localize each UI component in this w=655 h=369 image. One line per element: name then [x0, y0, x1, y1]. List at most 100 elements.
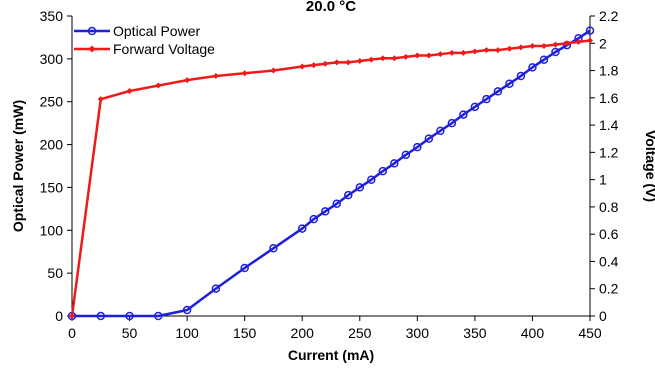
- legend-label-forward-voltage: Forward Voltage: [113, 41, 215, 57]
- y-left-tick-label: 50: [47, 265, 63, 281]
- y-left-tick-label: 100: [40, 222, 64, 238]
- data-point-forward-voltage: [241, 70, 248, 77]
- y-left-axis-label: Optical Power (mW): [10, 100, 26, 232]
- x-tick-label: 100: [175, 325, 199, 341]
- data-point-forward-voltage: [333, 59, 340, 66]
- data-point-optical-power: [297, 224, 307, 233]
- data-point-optical-power: [459, 110, 468, 119]
- data-point-forward-voltage: [529, 43, 536, 49]
- data-point-optical-power: [539, 55, 549, 64]
- data-point-forward-voltage: [540, 43, 547, 49]
- data-point-forward-voltage: [126, 88, 133, 94]
- x-axis-label: Current (mA): [288, 347, 374, 363]
- data-point-optical-power: [424, 134, 434, 143]
- data-point-optical-power: [390, 159, 399, 168]
- x-ticks: 0 50 100 150 200 250 300 350 400 450: [68, 316, 602, 341]
- data-point-optical-power: [211, 284, 221, 293]
- y-left-tick-label: 200: [40, 137, 64, 153]
- data-point-optical-power: [528, 63, 537, 72]
- data-point-forward-voltage: [517, 44, 524, 51]
- data-point-forward-voltage: [97, 96, 104, 103]
- data-point-optical-power: [309, 214, 318, 224]
- data-point-forward-voltage: [483, 47, 490, 54]
- data-point-forward-voltage: [356, 58, 363, 64]
- data-point-optical-power: [332, 199, 342, 208]
- data-point-forward-voltage: [587, 37, 593, 44]
- y-left-ticks: 0 50 100 150 200 250 300 350: [40, 8, 72, 324]
- data-point-forward-voltage: [506, 45, 513, 52]
- data-point-optical-power: [367, 175, 376, 184]
- data-point-optical-power: [551, 47, 560, 57]
- data-point-forward-voltage: [379, 55, 386, 62]
- data-point-optical-power: [585, 26, 595, 35]
- y-right-tick-label: 0.2: [599, 281, 619, 297]
- data-point-forward-voltage: [471, 48, 478, 55]
- y-right-axis-label: Voltage (V): [643, 130, 655, 202]
- y-right-tick-label: 0.4: [599, 253, 619, 269]
- data-point-forward-voltage: [425, 52, 432, 59]
- legend: Optical Power Forward Voltage: [74, 23, 215, 57]
- y-right-tick-label: 1: [599, 172, 607, 188]
- y-right-tick-label: 0: [599, 308, 607, 324]
- y-right-tick-label: 0.8: [599, 199, 619, 215]
- data-point-optical-power: [154, 311, 163, 321]
- data-point-optical-power: [355, 183, 365, 192]
- data-point-optical-power: [320, 207, 330, 216]
- data-point-forward-voltage: [368, 56, 375, 63]
- chart-title: 20.0 °C: [306, 0, 356, 15]
- data-point-forward-voltage: [494, 47, 501, 54]
- y-right-tick-label: 2: [599, 35, 607, 51]
- data-point-forward-voltage: [437, 51, 444, 58]
- data-point-forward-voltage: [299, 63, 306, 70]
- data-point-optical-power: [344, 190, 353, 200]
- data-point-optical-power: [182, 305, 192, 315]
- y-right-tick-label: 2.2: [599, 8, 619, 24]
- x-tick-label: 450: [578, 325, 602, 341]
- x-tick-label: 50: [122, 325, 138, 341]
- data-point-forward-voltage: [402, 53, 409, 60]
- data-point-forward-voltage: [155, 82, 162, 89]
- y-right-tick-label: 1.4: [599, 117, 619, 133]
- x-tick-label: 250: [348, 325, 372, 341]
- data-point-optical-power: [505, 79, 514, 88]
- x-tick-label: 150: [233, 325, 257, 341]
- data-point-forward-voltage: [322, 60, 329, 67]
- data-point-optical-power: [96, 311, 106, 321]
- data-point-forward-voltage: [270, 67, 277, 74]
- legend-marker-optical-power: [87, 26, 97, 36]
- y-left-tick-label: 350: [40, 8, 64, 24]
- data-point-optical-power: [447, 118, 457, 128]
- data-point-optical-power: [125, 311, 134, 321]
- x-tick-label: 0: [68, 325, 76, 341]
- y-right-ticks: 0 0.2 0.4 0.6 0.8 1 1.2 1.4 1.6 1.8 2 2.2: [590, 8, 619, 324]
- y-right-tick-label: 1.8: [599, 63, 619, 79]
- data-point-forward-voltage: [552, 41, 559, 48]
- data-point-forward-voltage: [460, 49, 467, 56]
- data-point-optical-power: [436, 126, 445, 136]
- data-point-forward-voltage: [563, 40, 570, 47]
- data-point-optical-power: [269, 244, 278, 253]
- data-point-optical-power: [401, 150, 411, 160]
- x-tick-label: 300: [406, 325, 430, 341]
- data-point-forward-voltage: [414, 52, 421, 59]
- x-tick-label: 200: [291, 325, 315, 341]
- series-line-optical-power: [72, 29, 591, 318]
- data-point-optical-power: [516, 71, 526, 81]
- series-line-forward-voltage: [70, 39, 591, 317]
- series-layer: [67, 26, 595, 321]
- y-left-tick-label: 150: [40, 179, 64, 195]
- data-point-optical-power: [493, 87, 503, 96]
- y-left-tick-label: 0: [55, 308, 63, 324]
- y-right-tick-label: 0.6: [599, 226, 619, 242]
- legend-label-optical-power: Optical Power: [113, 23, 200, 39]
- data-point-forward-voltage: [69, 313, 75, 319]
- data-point-optical-power: [378, 166, 388, 176]
- data-point-forward-voltage: [448, 49, 455, 56]
- legend-marker-forward-voltage: [88, 45, 96, 53]
- y-left-tick-label: 250: [40, 94, 64, 110]
- y-right-tick-label: 1.2: [599, 144, 619, 160]
- data-point-forward-voltage: [575, 38, 582, 45]
- data-point-forward-voltage: [345, 59, 352, 66]
- data-point-optical-power: [413, 142, 422, 152]
